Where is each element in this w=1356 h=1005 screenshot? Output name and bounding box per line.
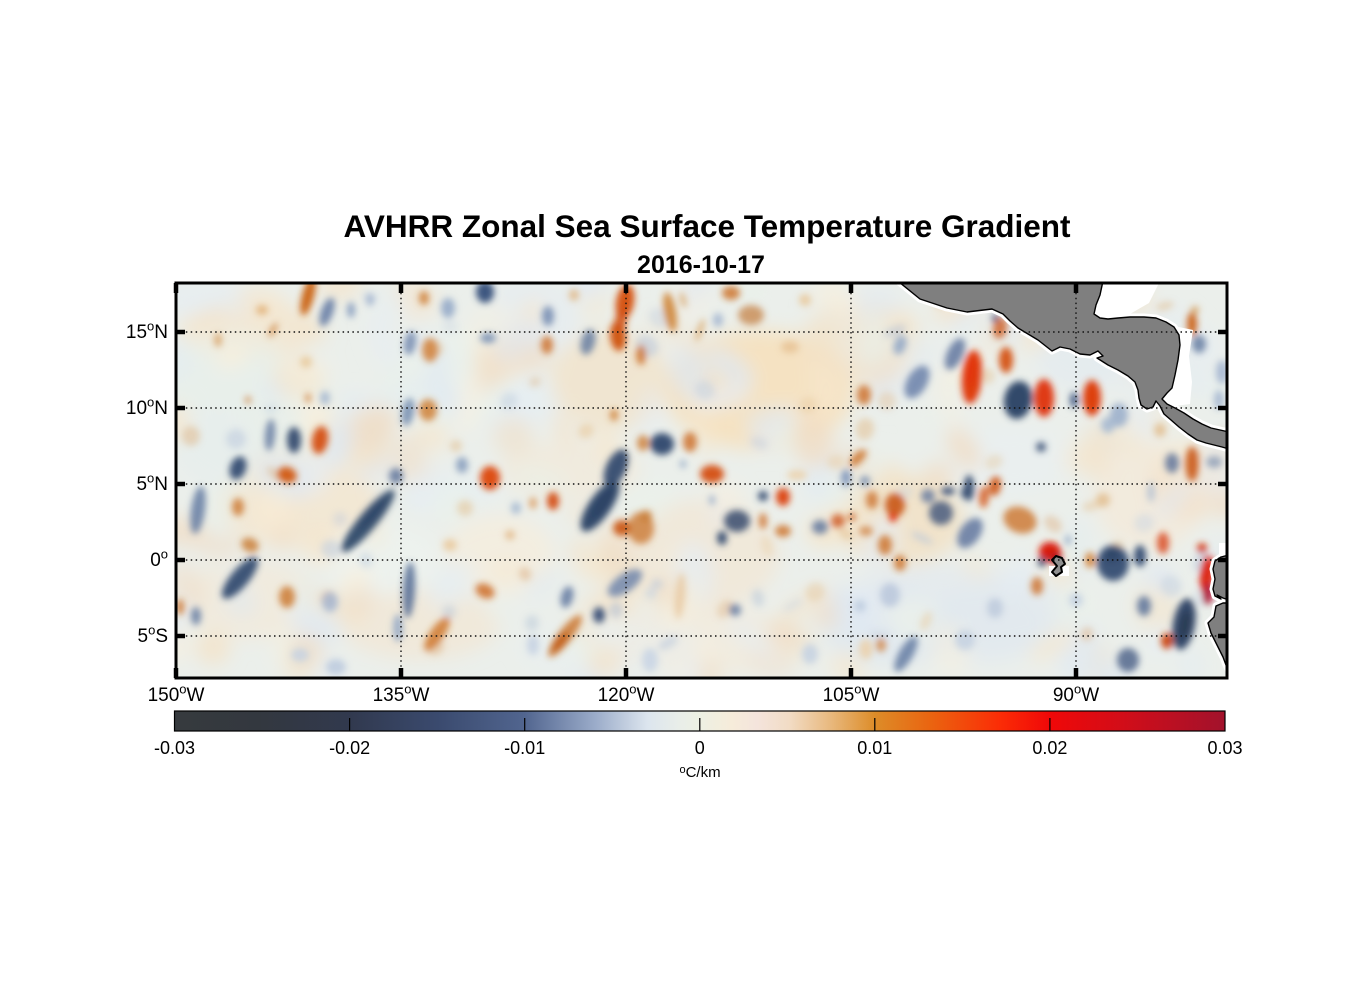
svg-text:-0.01: -0.01 bbox=[504, 738, 545, 758]
svg-text:5oN: 5oN bbox=[136, 471, 168, 496]
svg-text:105oW: 105oW bbox=[823, 682, 880, 707]
svg-text:-0.02: -0.02 bbox=[329, 738, 370, 758]
svg-text:120oW: 120oW bbox=[598, 682, 655, 707]
svg-text:10oN: 10oN bbox=[126, 395, 168, 420]
svg-text:2016-10-17: 2016-10-17 bbox=[637, 251, 765, 279]
svg-text:oC/km: oC/km bbox=[679, 764, 720, 781]
svg-text:135oW: 135oW bbox=[373, 682, 430, 707]
svg-text:150oW: 150oW bbox=[148, 682, 205, 707]
svg-text:0.02: 0.02 bbox=[1032, 738, 1067, 758]
svg-text:0.03: 0.03 bbox=[1207, 738, 1242, 758]
svg-text:0: 0 bbox=[695, 738, 705, 758]
svg-text:15oN: 15oN bbox=[126, 319, 168, 344]
svg-text:AVHRR Zonal Sea Surface Temper: AVHRR Zonal Sea Surface Temperature Grad… bbox=[343, 208, 1071, 244]
svg-text:-0.03: -0.03 bbox=[154, 738, 195, 758]
svg-text:0.01: 0.01 bbox=[857, 738, 892, 758]
